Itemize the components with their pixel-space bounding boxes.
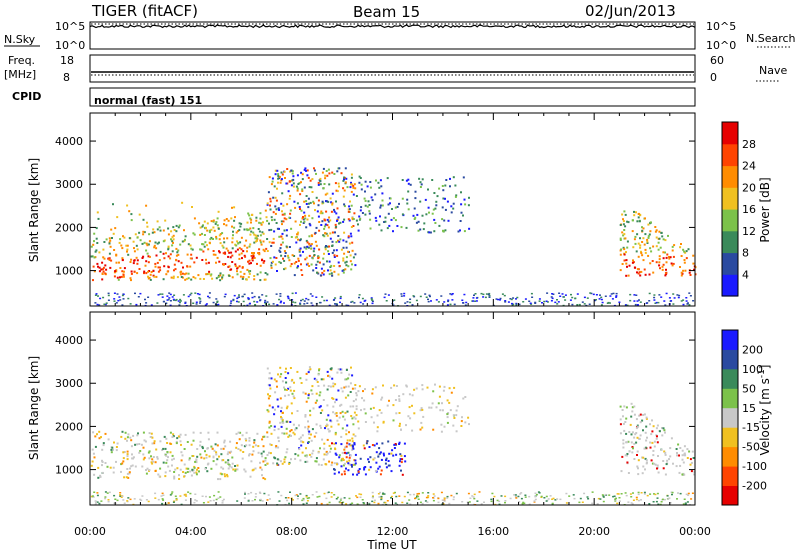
y-tick-label: 3000 [55, 377, 83, 390]
y-tick-label: 1000 [55, 464, 83, 477]
x-tick-label: 12:00 [377, 525, 409, 538]
power-colorbar: 4 8 12 16 20 24 28 [722, 122, 756, 297]
nave-tick-low: 0 [710, 71, 717, 84]
colorbar-segment [722, 466, 738, 486]
nsky-tick-high: 10^5 [55, 20, 85, 33]
nave-tick-high: 60 [710, 54, 724, 67]
nsky-trace [90, 24, 695, 28]
colorbar-tick-label: 28 [742, 138, 756, 151]
colorbar-segment [722, 166, 738, 188]
freq-tick-low: 8 [63, 71, 70, 84]
colorbar-tick-label: 8 [742, 247, 749, 260]
colorbar-segment [722, 486, 738, 506]
colorbar-segment [722, 122, 738, 144]
colorbar-tick-label: 50 [742, 382, 756, 395]
y-tick-label: 1000 [55, 265, 83, 278]
colorbar-tick-label: 4 [742, 268, 749, 281]
y-tick-label: 2000 [55, 420, 83, 433]
x-tick-label: 08:00 [276, 525, 308, 538]
x-tick-label: 00:00 [74, 525, 106, 538]
x-tick-label: 00:00 [679, 525, 711, 538]
x-tick-label: 04:00 [175, 525, 207, 538]
colorbar-segment [722, 144, 738, 166]
date-label: 02/Jun/2013 [585, 2, 676, 20]
nsearch-tick-low: 10^0 [706, 39, 736, 52]
cpid-label: CPID [12, 90, 41, 103]
velocity-axes: 1000 2000 3000 4000 [55, 312, 695, 505]
cpid-value: normal (fast) 151 [94, 94, 202, 107]
colorbar-segment [722, 253, 738, 275]
nsky-label: N.Sky [4, 33, 36, 46]
colorbar-tick-label: 20 [742, 181, 756, 194]
freq-label-line2: [MHz] [4, 68, 36, 81]
colorbar-segment [722, 231, 738, 253]
y-tick-label: 2000 [55, 221, 83, 234]
y-tick-label: 4000 [55, 135, 83, 148]
x-tick-label: 20:00 [578, 525, 610, 538]
nsearch-label: N.Search [746, 32, 796, 45]
colorbar-segment [722, 369, 738, 389]
colorbar-segment [722, 274, 738, 296]
radar-title: TIGER (fitACF) [91, 2, 198, 20]
velocity-colorbar-label: Velocity [m s-1] [757, 365, 772, 456]
colorbar-segment [722, 209, 738, 231]
colorbar-tick-label: -200 [742, 480, 767, 493]
freq-tick-high: 18 [60, 54, 74, 67]
colorbar-tick-label: 200 [742, 343, 763, 356]
colorbar-tick-label: 16 [742, 203, 756, 216]
time-axis-label: Time UT [366, 538, 417, 552]
colorbar-segment [722, 447, 738, 467]
power-ylabel: Slant Range [km] [27, 158, 41, 262]
colorbar-segment [722, 349, 738, 369]
radar-summary-plot: TIGER (fitACF) Beam 15 02/Jun/2013 N.Sky… [0, 0, 800, 554]
nsky-tick-low: 10^0 [55, 39, 85, 52]
y-tick-label: 4000 [55, 334, 83, 347]
nsky-line [90, 25, 695, 28]
colorbar-tick-label: 12 [742, 225, 756, 238]
power-data-layer [91, 167, 697, 306]
colorbar-segment [722, 187, 738, 209]
colorbar-tick-label: 24 [742, 160, 756, 173]
colorbar-tick-label: -100 [742, 460, 767, 473]
freq-strip [90, 55, 695, 82]
nsky-strip [90, 22, 695, 49]
colorbar-segment [722, 427, 738, 447]
colorbar-segment [722, 408, 738, 428]
power-axes: 1000 2000 3000 4000 [55, 113, 695, 306]
colorbar-segment [722, 388, 738, 408]
freq-label-line1: Freq. [8, 54, 35, 67]
velocity-ylabel: Slant Range [km] [27, 356, 41, 460]
nsearch-tick-high: 10^5 [706, 20, 736, 33]
velocity-panel-frame [90, 312, 695, 505]
colorbar-segment [722, 330, 738, 350]
colorbar-tick-label: 15 [742, 402, 756, 415]
velocity-data-layer [91, 366, 696, 506]
beam-label: Beam 15 [353, 3, 420, 21]
y-tick-label: 3000 [55, 178, 83, 191]
x-tick-label: 16:00 [477, 525, 509, 538]
time-axis: 00:00 04:00 08:00 12:00 16:00 20:00 00:00 [74, 525, 711, 538]
nave-label: Nave [759, 64, 787, 77]
power-colorbar-label: Power [dB] [758, 177, 772, 242]
